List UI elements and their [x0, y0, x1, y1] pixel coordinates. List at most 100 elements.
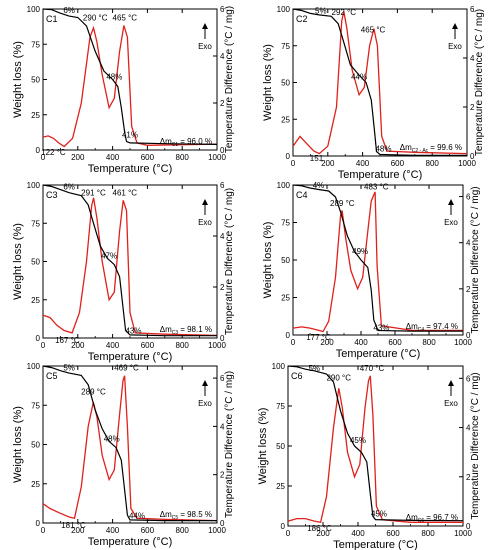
exo-label: Exo — [198, 42, 212, 51]
x-axis-label: Temperature (°C) — [88, 351, 172, 363]
y2-tick-label: 0 — [466, 331, 471, 340]
y2-tick-label: 4 — [220, 52, 225, 61]
x-tick-label: 1000 — [208, 341, 226, 350]
residue-label: ΔmC1 = 96.0 % — [160, 137, 212, 148]
y-tick-label: 100 — [27, 362, 41, 371]
x-tick-label: 800 — [426, 159, 440, 168]
y2-axis-label: Temperature Difference (°C / mg) — [224, 188, 235, 335]
y2-tick-label: 4 — [220, 232, 225, 241]
dta-series-line — [42, 197, 218, 337]
y-tick-label: 25 — [281, 294, 290, 303]
residue-value: = 96.0 % — [180, 137, 212, 146]
exo-label: Exo — [198, 218, 212, 227]
chart-panel-c4: 0 200 400 600 800 100002550751000246Temperatu… — [262, 181, 481, 360]
annotation-label: 47% — [101, 251, 117, 260]
y-tick-label: 0 — [36, 146, 41, 155]
residue-value: = 98.1 % — [180, 325, 212, 334]
annotation-label: 469 °C — [114, 364, 139, 373]
chart-panel-c2: 0 200 400 600 800 100002550751000246Temperatu… — [262, 5, 485, 181]
y-tick-label: 100 — [27, 181, 41, 190]
y2-axis-label: Temperature Difference (°C / mg) — [470, 372, 481, 519]
exo-label: Exo — [448, 42, 462, 51]
y-tick-label: 100 — [277, 181, 291, 190]
x-tick-label: 200 — [71, 341, 85, 350]
y2-tick-label: 4 — [470, 54, 475, 63]
residue-label: ΔmC3 = 98.1 % — [160, 325, 212, 336]
annotation-label: 291 °C — [81, 189, 106, 198]
y2-tick-label: 2 — [220, 471, 225, 480]
tga-series-line — [42, 184, 217, 337]
x-tick-label: 1000 — [208, 526, 226, 535]
residue-label: ΔmC4 = 97.4 % — [406, 322, 458, 333]
y-tick-label: 0 — [286, 331, 291, 340]
x-tick-label: 400 — [356, 159, 370, 168]
chart-panel-c1: 0 200 400 600 800 100002550751000246Temperatu… — [12, 5, 235, 175]
exo-arrowhead-icon — [448, 199, 454, 205]
x-axis-label: Temperature (°C) — [88, 536, 172, 548]
tga-series-line — [287, 365, 464, 522]
y2-axis-label: Temperature Difference (°C / mg) — [470, 186, 481, 333]
x-tick-label: 600 — [386, 529, 400, 538]
y-tick-label: 75 — [276, 402, 285, 411]
annotation-label: 45% — [371, 509, 387, 518]
x-tick-label: 400 — [351, 529, 365, 538]
x-axis-label: Temperature (°C) — [336, 348, 420, 360]
residue-subscript: C4 — [418, 327, 425, 333]
annotation-label: 4% — [313, 181, 325, 190]
x-tick-label: 200 — [321, 159, 335, 168]
annotation-label: 289 °C — [330, 199, 355, 208]
y-axis-label: Weight loss (%) — [262, 44, 274, 121]
annotation-label: 43% — [373, 324, 389, 333]
residue-value: = 96.7 % — [426, 513, 458, 522]
residue-subscript: C3 — [172, 330, 179, 336]
dta-series-line — [292, 11, 468, 155]
dta-series-line — [42, 25, 218, 148]
residue-label: ΔmC2 - Ac = 99.6 % — [400, 143, 462, 154]
y2-tick-label: 0 — [220, 146, 225, 155]
y2-axis-label: Temperature Difference (°C / mg) — [224, 371, 235, 518]
residue-prefix: Δm — [160, 510, 172, 519]
annotation-label: 151 — [310, 154, 324, 163]
residue-prefix: Δm — [406, 322, 418, 331]
x-tick-label: 1000 — [454, 338, 472, 347]
y2-tick-label: 6 — [466, 193, 471, 202]
y-tick-label: 25 — [31, 111, 40, 120]
x-axis-label: Temperature (°C) — [338, 169, 422, 181]
annotation-label: 45% — [350, 436, 366, 445]
y-tick-label: 25 — [31, 296, 40, 305]
y-axis-label: Weight loss (%) — [12, 406, 24, 483]
residue-label: ΔmC6 = 96.7 % — [406, 513, 458, 524]
x-tick-label: 1000 — [208, 153, 226, 162]
y-tick-label: 50 — [31, 76, 40, 85]
x-tick-label: 400 — [106, 153, 120, 162]
y-axis-label: Weight loss (%) — [262, 222, 274, 299]
y-tick-label: 75 — [281, 219, 290, 228]
y2-tick-label: 4 — [220, 422, 225, 431]
residue-value: = 98.5 % — [180, 510, 212, 519]
panel-label: C1 — [46, 14, 58, 24]
y-tick-label: 25 — [276, 482, 285, 491]
exo-arrowhead-icon — [202, 23, 208, 29]
y-tick-label: 75 — [31, 219, 40, 228]
x-tick-label: 0 — [291, 338, 296, 347]
exo-arrowhead-icon — [202, 380, 208, 386]
residue-subscript: C2 - Ac — [412, 148, 429, 154]
exo-arrowhead-icon — [448, 380, 454, 386]
panel-label: C6 — [291, 371, 303, 381]
annotation-label: 122 °C — [41, 148, 66, 157]
x-tick-label: 600 — [388, 338, 402, 347]
annotation-label: 167 °C — [55, 336, 80, 345]
x-tick-label: 200 — [320, 338, 334, 347]
annotation-label: 44% — [129, 511, 145, 520]
x-tick-label: 600 — [391, 159, 405, 168]
y2-tick-label: 0 — [470, 152, 475, 161]
y2-axis-label: Temperature Difference (°C / mg) — [474, 9, 485, 156]
chart-panel-c6: 0 200 400 600 800 100002550751000246Temperatu… — [257, 362, 481, 550]
y-axis-label: Weight loss (%) — [12, 41, 24, 118]
y2-tick-label: 0 — [466, 522, 471, 531]
tga-series-line — [42, 365, 217, 522]
tga-series-line — [292, 184, 463, 332]
panel-label: C2 — [296, 14, 308, 24]
y-tick-label: 75 — [31, 401, 40, 410]
